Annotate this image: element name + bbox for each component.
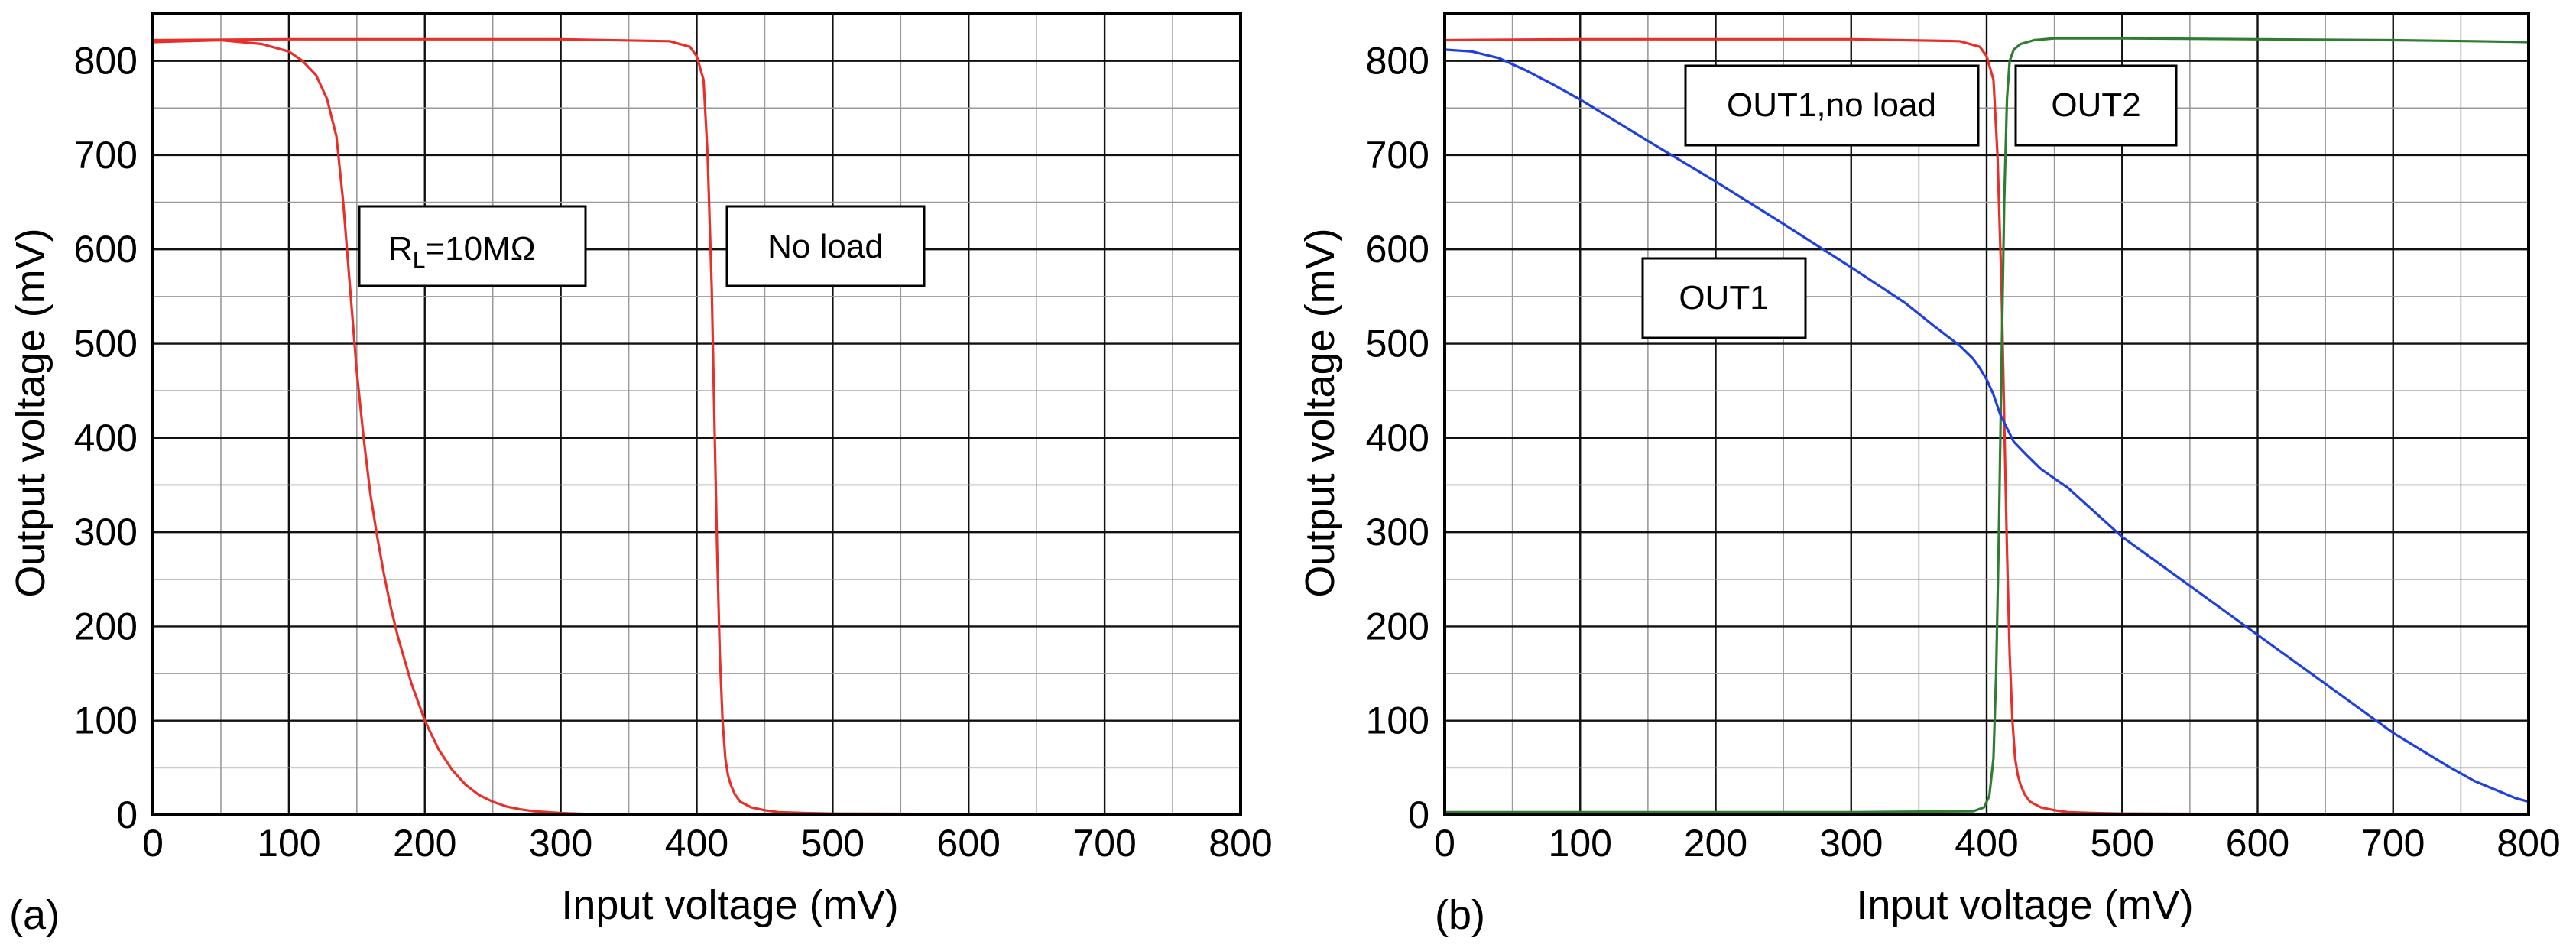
panel-b-x-tick-600: 600 xyxy=(2226,822,2289,865)
panel-a-y-tick-300: 300 xyxy=(74,511,138,553)
panel-b-x-tick-300: 300 xyxy=(1819,822,1883,865)
panel-b-y-axis-title: Output voltage (mV) xyxy=(1297,228,1343,597)
panel-a-x-tick-200: 200 xyxy=(393,822,456,865)
panel-b-x-tick-100: 100 xyxy=(1549,822,1612,865)
panel-b-y-tick-800: 800 xyxy=(1366,40,1429,83)
panel-b-x-tick-700: 700 xyxy=(2361,822,2425,865)
annotation-out2-box xyxy=(2014,64,2178,147)
panel-b-x-axis-title: Input voltage (mV) xyxy=(1856,882,2193,928)
annotation-no-load: No load xyxy=(725,205,926,287)
annotation-rl-10mohm: RL=10MΩ xyxy=(358,205,587,287)
annotation-rl-10mohm-box xyxy=(358,205,587,287)
panel-b-x-tick-200: 200 xyxy=(1684,822,1747,865)
panel-a-x-tick-500: 500 xyxy=(801,822,865,865)
annotation-out1-no-load-text: OUT1,no load xyxy=(1727,86,1936,124)
panel-a-series-no-load xyxy=(151,37,1242,816)
panel-a-plot-frame xyxy=(151,12,1242,816)
annotation-no-load-text: No load xyxy=(767,228,884,265)
panel-a-y-tick-500: 500 xyxy=(74,323,138,365)
annotation-out1: OUT1 xyxy=(1641,257,1807,339)
panel-b-series-out1-no-load xyxy=(1443,37,2530,816)
panel-b-series-out2 xyxy=(1443,37,2530,813)
annotation-out2: OUT2 xyxy=(2014,64,2178,147)
annotation-rl-10mohm-text: RL=10MΩ xyxy=(388,230,536,273)
panel-a-x-tick-800: 800 xyxy=(1209,822,1272,865)
panel-b-y-tick-500: 500 xyxy=(1366,323,1429,365)
annotation-out1-text: OUT1 xyxy=(1679,279,1768,316)
panel-b-x-tick-400: 400 xyxy=(1955,822,2018,865)
panel-b-grid xyxy=(1443,13,2530,816)
panel-b-y-tick-200: 200 xyxy=(1366,605,1429,648)
annotation-out1-box xyxy=(1641,257,1807,339)
panel-b-y-tick-0: 0 xyxy=(1408,794,1429,836)
panel-b-y-tick-labels: 0 100 200 300 400 500 600 700 800 xyxy=(1366,40,1429,836)
panel-b-x-tick-labels: 0 100 200 300 400 500 600 700 800 xyxy=(1434,822,2561,865)
panel-a-x-axis-title: Input voltage (mV) xyxy=(561,882,898,928)
panel-a-x-tick-labels: 0 100 200 300 400 500 600 700 800 xyxy=(142,822,1273,865)
panel-b-x-tick-800: 800 xyxy=(2497,822,2560,865)
annotation-rl-10mohm-subscript: L xyxy=(413,248,426,273)
panel-b-x-tick-0: 0 xyxy=(1434,822,1455,865)
panel-a-x-tick-400: 400 xyxy=(665,822,728,865)
panel-b-plot-frame xyxy=(1443,12,2530,816)
panel-a-y-axis-title: Output voltage (mV) xyxy=(8,228,54,597)
panel-b-y-tick-600: 600 xyxy=(1366,228,1429,271)
panel-b-y-tick-700: 700 xyxy=(1366,134,1429,177)
panel-b-series-out1 xyxy=(1443,48,2530,803)
panel-a-x-tick-100: 100 xyxy=(257,822,320,865)
panel-b-label: (b) xyxy=(1435,892,1485,938)
panel-a-y-tick-700: 700 xyxy=(74,134,138,177)
panel-a-x-tick-0: 0 xyxy=(142,822,164,865)
annotation-rl-10mohm-suffix: =10MΩ xyxy=(425,230,535,268)
annotation-out2-text: OUT2 xyxy=(2051,86,2140,124)
panel-b: 0 100 200 300 400 500 600 700 800 0 100 200 300 400 5… xyxy=(1297,12,2561,938)
panel-a-label: (a) xyxy=(9,892,60,938)
panel-b-y-tick-300: 300 xyxy=(1366,511,1429,553)
panel-a-y-tick-0: 0 xyxy=(116,794,138,836)
panel-a-grid xyxy=(151,13,1242,816)
panel-a-y-tick-100: 100 xyxy=(74,699,138,742)
panel-a-x-tick-600: 600 xyxy=(937,822,1001,865)
panel-b-x-tick-500: 500 xyxy=(2091,822,2154,865)
panel-a-y-tick-600: 600 xyxy=(74,228,138,271)
panel-b-y-tick-100: 100 xyxy=(1366,699,1429,742)
annotation-out1-no-load: OUT1,no load xyxy=(1684,64,1980,147)
panel-b-y-tick-400: 400 xyxy=(1366,417,1429,459)
panel-b-series xyxy=(1443,37,2530,816)
annotation-rl-10mohm-r: R xyxy=(388,230,413,268)
annotation-no-load-box xyxy=(725,205,926,287)
panel-a-x-tick-700: 700 xyxy=(1072,822,1136,865)
panel-a-y-tick-200: 200 xyxy=(74,605,138,648)
panel-a: 0 100 200 300 400 500 600 700 800 0 100 200 300 400 5… xyxy=(8,12,1273,938)
panel-a-x-tick-300: 300 xyxy=(529,822,592,865)
annotation-out1-no-load-box xyxy=(1684,64,1980,147)
panel-a-y-tick-800: 800 xyxy=(74,40,138,83)
panel-a-y-tick-400: 400 xyxy=(74,417,138,459)
panel-a-y-tick-labels: 0 100 200 300 400 500 600 700 800 xyxy=(74,40,138,836)
